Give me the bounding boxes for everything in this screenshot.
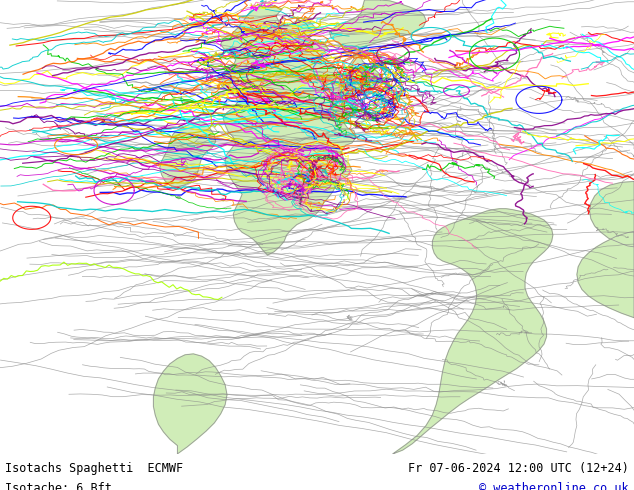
Polygon shape [160,122,216,187]
Polygon shape [263,1,266,3]
Text: Isotache: 6 Bft: Isotache: 6 Bft [5,482,112,490]
Text: © weatheronline.co.uk: © weatheronline.co.uk [479,482,629,490]
Polygon shape [577,231,634,318]
Polygon shape [219,5,358,255]
Polygon shape [221,198,225,201]
Polygon shape [269,4,271,7]
Polygon shape [176,196,181,199]
Polygon shape [330,0,426,93]
Polygon shape [590,181,634,247]
Text: Isotachs Spaghetti  ECMWF: Isotachs Spaghetti ECMWF [5,462,183,475]
Text: Fr 07-06-2024 12:00 UTC (12+24): Fr 07-06-2024 12:00 UTC (12+24) [408,462,629,475]
Polygon shape [328,92,349,107]
Polygon shape [393,209,553,454]
Polygon shape [153,354,227,454]
